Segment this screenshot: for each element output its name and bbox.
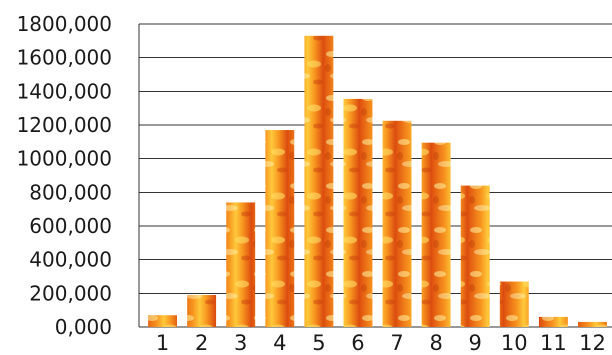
bar-2 xyxy=(187,295,217,327)
y-tick-label: 1400,000 xyxy=(17,79,112,103)
y-axis-labels: 0,000 200,000 400,000 600,000 800,000 1000,00… xyxy=(17,12,112,339)
x-tick-label: 7 xyxy=(390,331,403,355)
grid-lines xyxy=(138,23,612,328)
bars xyxy=(148,35,607,328)
y-tick-label: 400,000 xyxy=(29,248,112,272)
y-tick-label: 1000,000 xyxy=(17,147,112,171)
bar-6 xyxy=(343,98,373,328)
bar-10 xyxy=(499,281,529,327)
x-tick-label: 11 xyxy=(540,331,567,355)
y-tick-label: 800,000 xyxy=(29,180,112,204)
bar-5 xyxy=(304,35,334,328)
x-tick-label: 3 xyxy=(234,331,247,355)
bar-9 xyxy=(460,185,490,327)
bar-1 xyxy=(148,315,178,327)
x-tick-label: 5 xyxy=(312,331,325,355)
y-tick-label: 0,000 xyxy=(55,315,112,339)
bar-4 xyxy=(265,130,295,327)
y-tick-label: 600,000 xyxy=(29,214,112,238)
x-tick-label: 6 xyxy=(351,331,364,355)
y-tick-label: 200,000 xyxy=(29,281,112,305)
bar-7 xyxy=(382,120,412,328)
bar-3 xyxy=(226,202,256,327)
x-axis-labels: 1 2 3 4 5 6 7 8 9 10 11 12 xyxy=(156,331,606,355)
x-tick-label: 9 xyxy=(469,331,482,355)
y-tick-label: 1800,000 xyxy=(17,12,112,36)
bar-11 xyxy=(538,316,568,327)
x-tick-label: 2 xyxy=(195,331,208,355)
x-tick-label: 4 xyxy=(273,331,286,355)
x-tick-label: 1 xyxy=(156,331,169,355)
bar-8 xyxy=(421,142,451,327)
y-tick-label: 1600,000 xyxy=(17,46,112,70)
x-tick-label: 8 xyxy=(429,331,442,355)
x-tick-label: 10 xyxy=(501,331,528,355)
bar-12 xyxy=(577,321,607,327)
y-tick-label: 1200,000 xyxy=(17,113,112,137)
x-tick-label: 12 xyxy=(579,331,606,355)
